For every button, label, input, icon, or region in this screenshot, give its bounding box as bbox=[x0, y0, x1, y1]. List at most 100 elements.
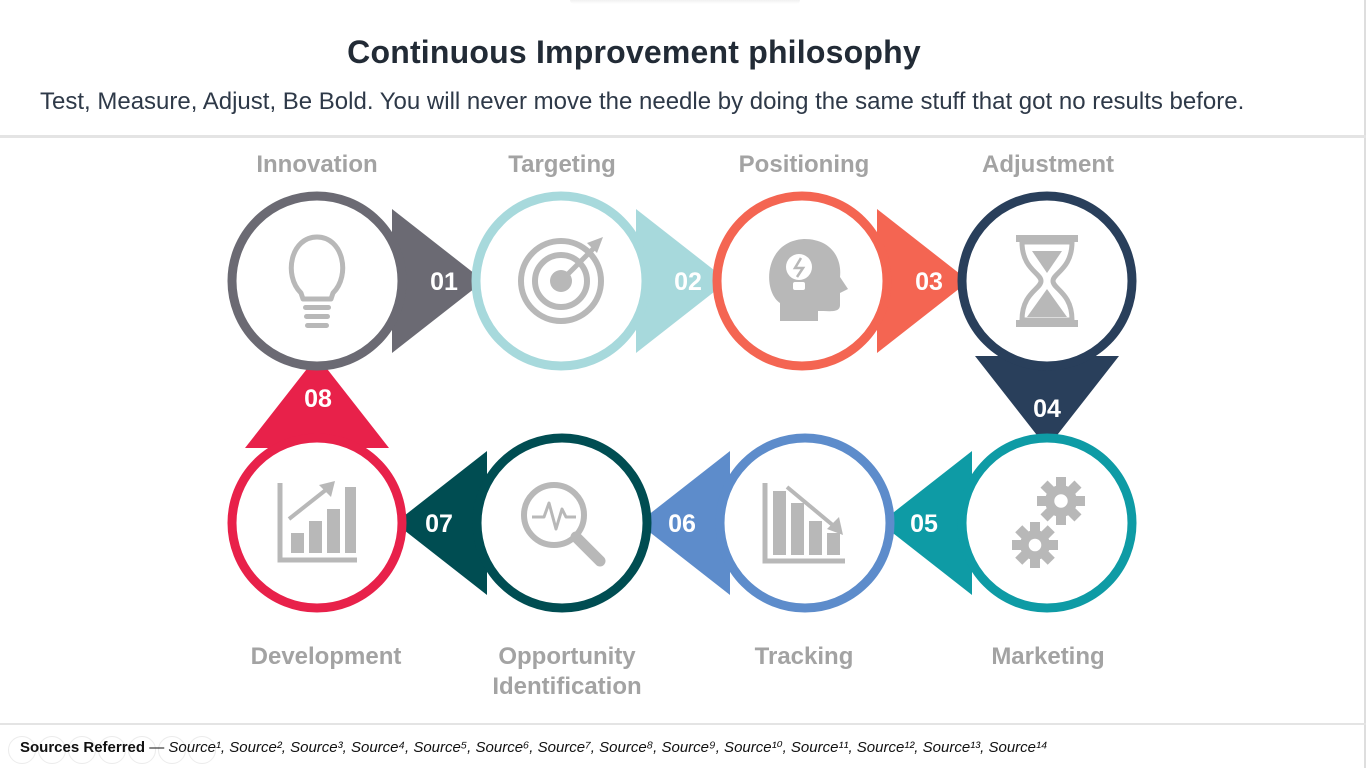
overlay-circle-icon bbox=[128, 736, 156, 764]
sources-list: Source¹, Source², Source³, Source⁴, Sour… bbox=[168, 739, 1048, 756]
chart-bar bbox=[773, 491, 786, 555]
sources-footer: Sources Referred — Source¹, Source², Sou… bbox=[20, 738, 1048, 756]
hourglass-sand-top bbox=[1032, 251, 1062, 273]
step-node-05 bbox=[957, 433, 1137, 613]
gear-tooth bbox=[1056, 477, 1066, 489]
chart-bar bbox=[791, 503, 804, 555]
overlay-circle-icon bbox=[68, 736, 96, 764]
sources-separator: — bbox=[145, 739, 169, 756]
head-bulb-base bbox=[793, 282, 805, 290]
lightbulb-icon bbox=[288, 234, 346, 328]
step-node-07 bbox=[472, 433, 652, 613]
chart-trend-line bbox=[785, 485, 837, 529]
chart-bar bbox=[345, 487, 356, 553]
overlay-circle-icon bbox=[188, 736, 216, 764]
step-node-02 bbox=[471, 191, 651, 371]
gear-tooth bbox=[1030, 522, 1040, 534]
step-pointer-06 bbox=[638, 451, 730, 595]
gear-small bbox=[1012, 522, 1058, 568]
target-arrow-head bbox=[587, 237, 603, 253]
bulb-glass bbox=[288, 234, 346, 302]
declining-chart-icon bbox=[762, 483, 845, 564]
step-pointer-03 bbox=[877, 209, 969, 353]
chart-trend-arrowhead bbox=[319, 481, 335, 497]
chart-bar bbox=[309, 521, 322, 553]
top-notch bbox=[570, 0, 800, 4]
step-label-adjustment: Adjustment bbox=[982, 151, 1114, 178]
step-number-03: 03 bbox=[915, 268, 943, 296]
hourglass-glass bbox=[1019, 239, 1075, 323]
chart-bar bbox=[827, 533, 840, 555]
chart-bar bbox=[327, 509, 340, 553]
step-label-tracking: Tracking bbox=[754, 643, 854, 670]
gear-hole bbox=[1028, 538, 1042, 552]
overlay-circle-icon bbox=[98, 736, 126, 764]
head-bolt bbox=[792, 257, 806, 278]
step-ring bbox=[227, 191, 407, 371]
step-label-opportunity-identification: Opportunity Identification bbox=[492, 643, 642, 700]
chart-axes bbox=[762, 483, 845, 564]
step-label-innovation: Innovation bbox=[256, 151, 378, 178]
gears-icon bbox=[1012, 477, 1085, 568]
head-idea-icon bbox=[769, 239, 848, 321]
slide-edge bbox=[1364, 0, 1366, 768]
gear-hole bbox=[1054, 494, 1068, 508]
hourglass-bottom-cap bbox=[1016, 320, 1078, 327]
step-node-08 bbox=[227, 433, 407, 613]
page-title: Continuous Improvement philosophy bbox=[347, 34, 921, 70]
step-ring bbox=[957, 191, 1137, 371]
hourglass-top-cap bbox=[1016, 235, 1078, 242]
target-ring-outer bbox=[518, 238, 604, 324]
gear-tooth bbox=[1030, 556, 1040, 568]
hourglass-icon bbox=[1016, 235, 1078, 327]
step-pointer-07 bbox=[395, 451, 487, 595]
chart-bar bbox=[291, 533, 304, 553]
step-label-development: Development bbox=[250, 643, 402, 670]
toolbar-overlay bbox=[8, 736, 216, 766]
growth-chart-icon bbox=[277, 481, 357, 563]
target-icon bbox=[518, 237, 604, 324]
overlay-circle-icon bbox=[158, 736, 186, 764]
chart-trend-line bbox=[287, 487, 329, 521]
step-pointer-08 bbox=[245, 356, 389, 448]
step-label-marketing: Marketing bbox=[991, 643, 1105, 670]
step-number-01: 01 bbox=[430, 268, 458, 296]
step-ring bbox=[957, 433, 1137, 613]
bulb-base-ring bbox=[304, 314, 330, 319]
step-ring bbox=[472, 433, 652, 613]
chart-trend-arrowhead bbox=[827, 517, 843, 535]
step-number-02: 02 bbox=[674, 268, 702, 296]
step-number-05: 05 bbox=[910, 510, 938, 538]
step-number-08: 08 bbox=[304, 385, 332, 413]
step-pointer-01 bbox=[392, 209, 484, 353]
bulb-base-ring bbox=[303, 305, 331, 310]
target-arrow-shaft bbox=[558, 242, 600, 284]
magnifier-pulse-line bbox=[532, 501, 576, 531]
header-divider bbox=[0, 135, 1366, 138]
step-pointer-05 bbox=[880, 451, 972, 595]
magnifier-handle bbox=[570, 531, 606, 567]
step-pointer-04 bbox=[975, 356, 1119, 448]
step-node-06 bbox=[715, 433, 895, 613]
step-node-03 bbox=[712, 191, 892, 371]
target-ring-middle bbox=[532, 252, 590, 310]
sources-title: Sources Referred bbox=[20, 739, 146, 756]
step-pointer-02 bbox=[636, 209, 728, 353]
gear-large bbox=[1037, 477, 1085, 525]
step-node-04 bbox=[957, 191, 1137, 371]
step-number-04: 04 bbox=[1033, 395, 1061, 423]
step-number-07: 07 bbox=[425, 510, 453, 538]
overlay-circle-icon bbox=[38, 736, 66, 764]
magnifier-pulse-icon bbox=[521, 482, 606, 567]
chart-axes bbox=[277, 483, 357, 563]
page-subtitle: Test, Measure, Adjust, Be Bold. You will… bbox=[40, 88, 1245, 115]
footer-divider bbox=[0, 723, 1366, 725]
hourglass-sand-bottom bbox=[1027, 289, 1067, 317]
gear-tooth bbox=[1056, 513, 1066, 525]
overlay-circle-icon bbox=[8, 736, 36, 764]
bulb-base-ring bbox=[305, 323, 329, 328]
step-label-positioning: Positioning bbox=[738, 151, 870, 178]
magnifier-lens bbox=[521, 482, 587, 548]
step-node-01 bbox=[227, 191, 407, 371]
